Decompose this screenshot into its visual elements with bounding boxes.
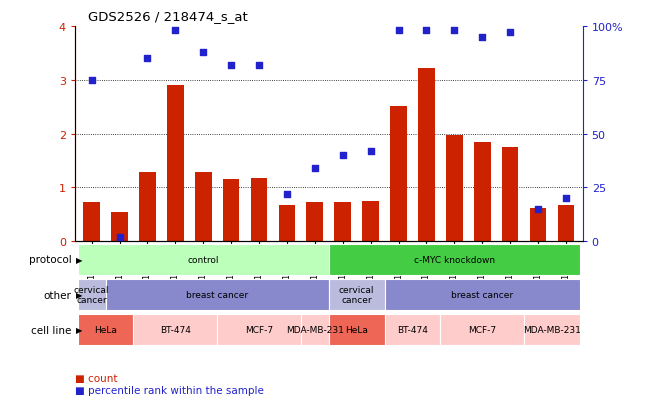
Bar: [77, 279, 105, 311]
Bar: [251, 178, 268, 242]
Text: HeLa: HeLa: [345, 325, 368, 335]
Bar: [279, 205, 296, 242]
Text: breast cancer: breast cancer: [186, 290, 248, 299]
Bar: [133, 314, 217, 346]
Point: [337, 152, 348, 159]
Bar: [223, 180, 240, 242]
Point: [421, 28, 432, 34]
Point: [254, 62, 264, 69]
Bar: [440, 314, 524, 346]
Text: control: control: [187, 255, 219, 264]
Text: BT-474: BT-474: [160, 325, 191, 335]
Bar: [385, 279, 580, 311]
Bar: [195, 173, 212, 242]
Point: [170, 28, 180, 34]
Bar: [105, 279, 329, 311]
Point: [310, 165, 320, 172]
Bar: [335, 203, 351, 242]
Text: MCF-7: MCF-7: [468, 325, 496, 335]
Bar: [362, 201, 379, 242]
Bar: [111, 212, 128, 242]
Point: [226, 62, 236, 69]
Text: MDA-MB-231: MDA-MB-231: [286, 325, 344, 335]
Point: [142, 56, 152, 62]
Point: [477, 34, 488, 41]
Text: ▶: ▶: [76, 325, 82, 335]
Point: [505, 30, 516, 37]
Point: [393, 28, 404, 34]
Bar: [474, 142, 491, 242]
Text: GDS2526 / 218474_s_at: GDS2526 / 218474_s_at: [88, 10, 247, 23]
Bar: [390, 106, 407, 242]
Bar: [139, 173, 156, 242]
Text: cervical
cancer: cervical cancer: [339, 285, 374, 304]
Bar: [217, 314, 301, 346]
Bar: [530, 208, 546, 242]
Point: [365, 148, 376, 155]
Bar: [77, 314, 133, 346]
Text: other: other: [44, 290, 72, 300]
Text: MDA-MB-231: MDA-MB-231: [523, 325, 581, 335]
Text: MCF-7: MCF-7: [245, 325, 273, 335]
Bar: [301, 314, 329, 346]
Bar: [167, 86, 184, 242]
Point: [533, 206, 543, 213]
Point: [282, 191, 292, 198]
Point: [115, 234, 125, 241]
Point: [87, 77, 97, 84]
Text: ▶: ▶: [76, 290, 82, 299]
Text: ■ percentile rank within the sample: ■ percentile rank within the sample: [75, 385, 264, 395]
Text: ▶: ▶: [76, 255, 82, 264]
Bar: [557, 205, 574, 242]
Point: [198, 49, 208, 56]
Bar: [329, 314, 385, 346]
Bar: [307, 203, 323, 242]
Text: BT-474: BT-474: [397, 325, 428, 335]
Bar: [502, 147, 518, 242]
Text: protocol: protocol: [29, 255, 72, 265]
Point: [449, 28, 460, 34]
Text: ■ count: ■ count: [75, 373, 117, 383]
Bar: [385, 314, 440, 346]
Bar: [83, 203, 100, 242]
Bar: [77, 244, 329, 275]
Bar: [329, 279, 385, 311]
Bar: [524, 314, 580, 346]
Text: HeLa: HeLa: [94, 325, 117, 335]
Text: c-MYC knockdown: c-MYC knockdown: [414, 255, 495, 264]
Text: cell line: cell line: [31, 325, 72, 335]
Point: [561, 195, 571, 202]
Bar: [418, 69, 435, 242]
Bar: [446, 136, 463, 242]
Text: breast cancer: breast cancer: [451, 290, 513, 299]
Bar: [329, 244, 580, 275]
Text: cervical
cancer: cervical cancer: [74, 285, 109, 304]
